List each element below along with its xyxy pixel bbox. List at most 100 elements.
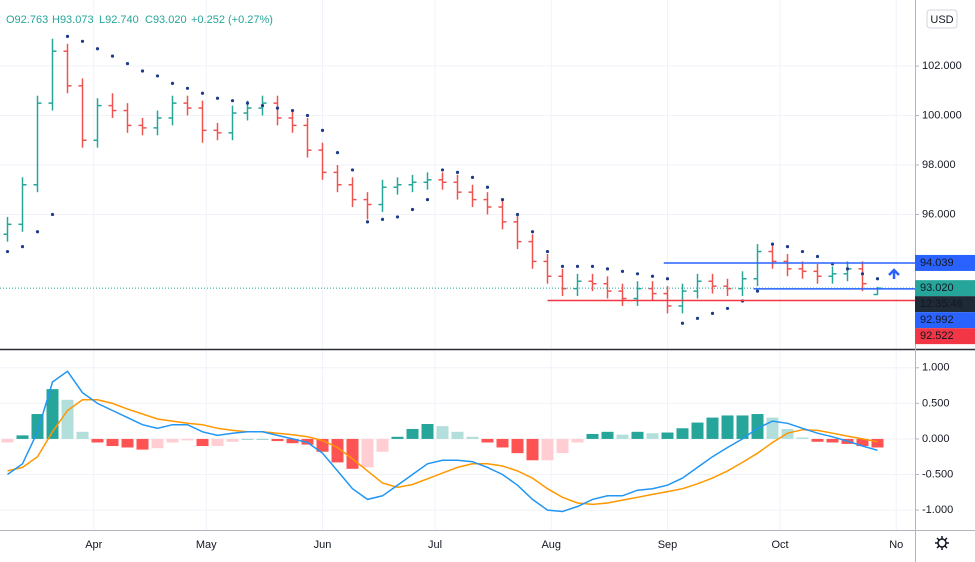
high-readout: H93.073: [52, 14, 94, 26]
sar-dot: [20, 244, 25, 249]
histogram-bar: [436, 426, 449, 439]
signal-arrow: [888, 268, 900, 279]
sar-dot: [275, 106, 280, 110]
histogram-bar: [496, 438, 509, 448]
y-tick-label: 1.000: [922, 362, 950, 374]
sar-dot: [770, 242, 775, 246]
histogram-bar: [856, 438, 869, 447]
histogram-bar: [871, 438, 884, 448]
sar-dot: [230, 99, 235, 103]
macd-line: [7, 370, 878, 513]
histogram-bar: [811, 438, 824, 442]
sar-dot: [635, 272, 640, 276]
header: O92.763 H93.073 L92.740 C93.020 +0.252 (…: [6, 14, 273, 26]
histogram-bar: [151, 438, 164, 449]
y-tick-label: 0.000: [922, 433, 950, 445]
sar-dot: [65, 34, 70, 38]
sar-dot: [335, 151, 340, 155]
histogram-bar: [616, 434, 629, 439]
histogram-bar: [511, 438, 524, 454]
histogram-bar: [106, 438, 119, 447]
price-line-label-bg: [915, 312, 975, 329]
sar-dot: [290, 108, 295, 113]
sar-dot: [380, 217, 385, 221]
open-readout: O92.763: [6, 14, 48, 26]
histogram-bar: [211, 438, 224, 447]
sar-dot: [455, 170, 460, 174]
histogram-bar: [346, 438, 359, 469]
histogram-bar: [796, 437, 809, 439]
price-line-label-bg: [915, 254, 975, 271]
histogram-bar: [826, 438, 839, 443]
currency-button[interactable]: USD: [926, 9, 958, 29]
sar-dot: [575, 264, 580, 268]
sar-dot: [485, 185, 490, 189]
histogram-bar: [181, 438, 194, 441]
low-readout: L92.740: [99, 14, 139, 26]
sar-dot: [440, 168, 445, 172]
histogram-bar: [736, 415, 749, 439]
histogram-bar: [646, 433, 659, 439]
plot-area: [0, 34, 915, 513]
change-readout: +0.252 (+0.27%): [191, 14, 273, 26]
histogram-bar: [61, 399, 74, 439]
sar-dot: [545, 249, 550, 254]
settings-button[interactable]: [935, 536, 949, 550]
sar-dot: [350, 168, 355, 172]
sar-dot: [155, 74, 160, 78]
sar-dot: [815, 254, 820, 259]
close-readout: C93.020: [145, 14, 187, 26]
sar-dot: [170, 81, 175, 85]
gear-teeth[interactable]: [935, 536, 949, 550]
histogram-bar: [526, 438, 539, 461]
sar-dot: [500, 197, 505, 202]
x-tick-label: No: [889, 539, 903, 551]
currency-box[interactable]: [926, 9, 958, 29]
histogram-bar: [571, 438, 584, 443]
sar-dot: [605, 267, 610, 271]
histogram-bar: [406, 428, 419, 439]
sar-dot: [140, 69, 145, 73]
currency-label[interactable]: USD: [930, 14, 953, 26]
histogram-bar: [331, 438, 344, 463]
histogram-bar: [631, 431, 644, 439]
sar-dot: [80, 39, 85, 43]
x-tick-label: Apr: [85, 539, 102, 551]
price-line-label-bg: [915, 328, 975, 345]
y-tick-label: 102.000: [922, 60, 962, 72]
histogram-bar: [16, 435, 29, 439]
sar-dot: [35, 230, 40, 234]
last-price-label: 93.020: [920, 282, 954, 294]
sar-dot: [110, 54, 115, 58]
price-line-label: 94.039: [920, 257, 954, 269]
sar-dot: [50, 212, 55, 217]
sar-dot: [665, 277, 670, 281]
y-tick-label: 96.000: [922, 208, 956, 220]
sar-dot: [560, 264, 565, 268]
signal-line: [7, 399, 878, 506]
sar-dot: [860, 272, 865, 276]
sar-dot: [200, 91, 205, 95]
sar-dot: [875, 277, 880, 281]
sar-dot: [650, 274, 655, 278]
sar-dot: [260, 104, 265, 108]
histogram-bar: [271, 438, 284, 442]
x-tick-label: Jun: [314, 539, 332, 551]
axes: Apr May Jun Jul Aug Sep Oct No 96.000 98.000 100.0…: [85, 60, 975, 551]
histogram-bar: [376, 438, 389, 452]
sar-dot: [5, 249, 10, 254]
sar-dot: [620, 269, 625, 273]
price-line-label: 92.992: [920, 314, 954, 326]
sar-dot: [515, 212, 520, 217]
sar-dot: [590, 264, 595, 268]
sar-dot: [395, 215, 400, 219]
histogram-bar: [91, 438, 104, 443]
histogram-bar: [721, 415, 734, 439]
histogram-bar: [676, 428, 689, 439]
histogram-bar: [421, 423, 434, 439]
sar-dot: [710, 311, 715, 315]
histogram-bar: [451, 431, 464, 439]
histogram-bar: [751, 414, 764, 439]
y-tick-label: 98.000: [922, 159, 956, 171]
